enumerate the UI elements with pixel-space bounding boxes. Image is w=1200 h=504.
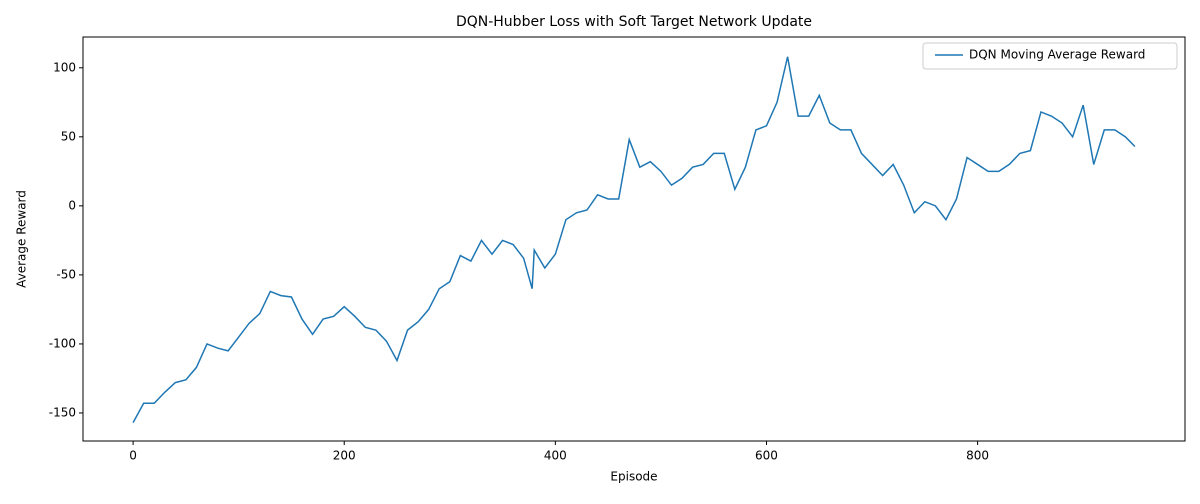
data-line <box>132 56 1136 423</box>
chart-title: DQN-Hubber Loss with Soft Target Network… <box>456 14 812 30</box>
legend-label: DQN Moving Average Reward <box>969 48 1145 62</box>
x-tick-label: 0 <box>129 449 137 463</box>
plot-frame <box>82 36 1186 442</box>
y-tick-label: 50 <box>61 129 76 143</box>
y-axis-label: Average Reward <box>15 190 29 288</box>
y-tick-label: 100 <box>53 60 76 74</box>
x-tick-label: 800 <box>966 449 989 463</box>
y-tick-label: -50 <box>56 267 76 281</box>
x-axis-label: Episode <box>610 470 657 484</box>
x-tick-label: 600 <box>755 449 778 463</box>
x-tick-label: 400 <box>544 449 567 463</box>
x-tick-label: 200 <box>333 449 356 463</box>
y-tick-label: 0 <box>68 198 76 212</box>
y-tick-label: -150 <box>49 405 76 419</box>
legend <box>922 42 1178 70</box>
y-tick-label: -100 <box>49 336 76 350</box>
